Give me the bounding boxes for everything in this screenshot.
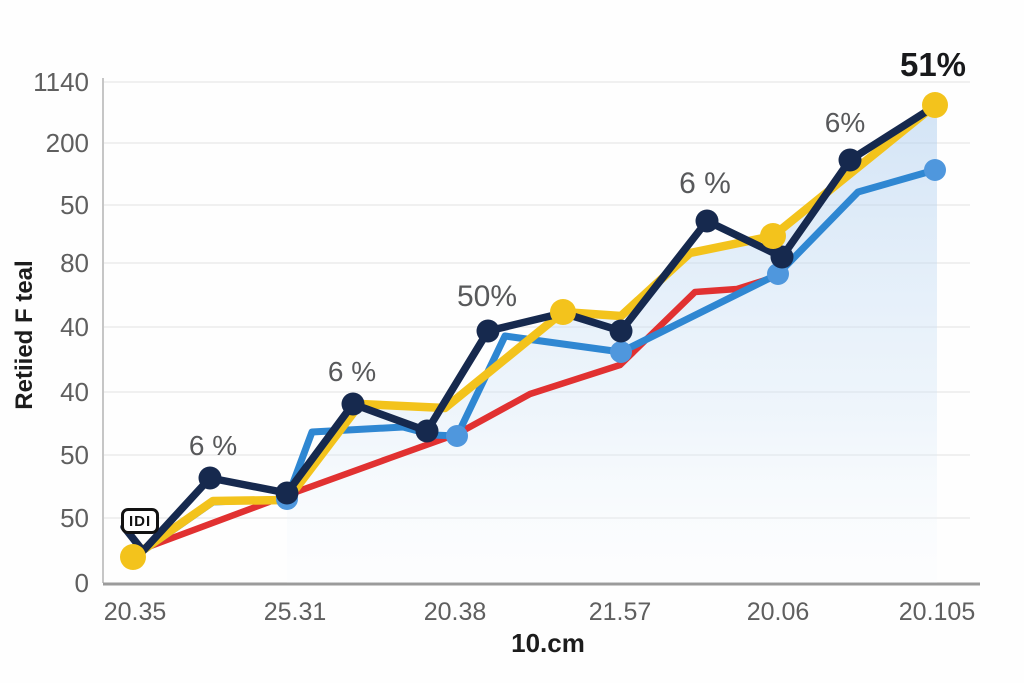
annotation: 6% [825,107,865,138]
data-point-blue [610,341,632,363]
y-tick-label: 50 [60,190,89,220]
x-axis-title: 10.cm [511,628,585,658]
x-tick-label: 20.105 [899,598,975,626]
x-tick-label: 20.35 [104,598,167,626]
data-point-navy [476,319,500,343]
data-point-navy [198,466,222,490]
series-line-yellow [128,100,940,562]
y-tick-label: 80 [60,248,89,278]
data-point-blue [767,263,789,285]
y-tick-label: 40 [60,377,89,407]
data-point-yellow [550,299,576,325]
data-point-navy [341,392,365,416]
data-point-yellow [760,223,786,249]
y-tick-label: 40 [60,312,89,342]
annotation: 51% [900,46,966,83]
y-tick-label: 50 [60,440,89,470]
x-tick-label: 21.57 [589,598,652,626]
y-tick-label: 200 [46,128,89,158]
area-fill [287,103,937,583]
x-tick-label: 25.31 [264,598,327,626]
y-axis-title: Retiied F teal [11,260,38,409]
annotation: 50% [457,280,517,313]
series-line-red [144,272,782,551]
y-tick-label: 1140 [33,67,89,97]
data-point-yellow [922,92,948,118]
y-tick-label: 50 [60,503,89,533]
idi-badge: IDI [121,508,160,534]
data-point-blue [924,159,946,181]
x-tick-label: 20.38 [424,598,487,626]
annotation: 6 % [328,356,376,387]
data-point-navy [770,245,794,269]
x-tick-label: 20.06 [747,598,810,626]
data-point-navy [838,148,862,172]
annotation: 6 % [189,430,237,461]
data-point-navy [275,481,299,505]
data-point-blue [446,425,468,447]
data-point-navy [695,209,719,233]
annotation: 6 % [679,167,731,200]
data-point-navy [609,319,633,343]
data-point-yellow [120,544,146,570]
y-tick-label: 0 [75,568,89,598]
data-point-navy [415,419,439,443]
